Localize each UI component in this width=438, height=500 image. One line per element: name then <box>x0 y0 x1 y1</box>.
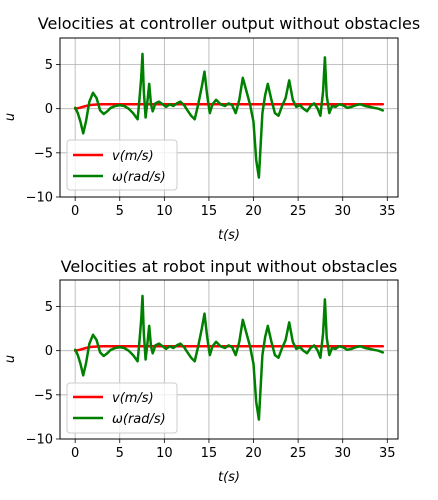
chart-2-legend-label-omega: ω(rad/s) <box>112 412 166 427</box>
x-tick-label: 10 <box>156 446 173 461</box>
chart-1-title: Velocities at controller output without … <box>38 14 420 33</box>
chart-2-x-axis-label: t(s) <box>218 470 240 485</box>
chart-2-legend-box <box>66 382 178 434</box>
chart-1-y-axis-label: u <box>3 113 18 121</box>
y-tick-label: 0 <box>45 102 53 117</box>
x-tick-label: 10 <box>156 204 173 219</box>
x-tick-label: 30 <box>334 446 351 461</box>
y-tick-label: −5 <box>34 146 53 161</box>
chart-2-y-axis-label: u <box>3 355 18 363</box>
chart-1-legend-label-v: v(m/s) <box>112 149 154 164</box>
chart-1-legend-box <box>66 139 178 191</box>
series-line-v <box>73 345 385 352</box>
x-tick-label: 15 <box>201 446 218 461</box>
series-line-v <box>73 103 385 110</box>
x-tick-label: 35 <box>379 204 396 219</box>
chart-1-y-ticks: −10 −5 0 5 <box>26 58 60 206</box>
x-tick-label: 15 <box>201 204 218 219</box>
series-line-omega <box>73 52 385 179</box>
chart-1-x-ticks: 0 5 10 15 20 25 30 35 <box>71 197 396 219</box>
x-tick-label: 35 <box>379 446 396 461</box>
chart-2-series <box>73 294 385 421</box>
chart-1-legend: v(m/s) ω(rad/s) <box>66 139 178 191</box>
y-tick-label: −5 <box>34 388 53 403</box>
x-tick-label: 5 <box>116 204 124 219</box>
chart-1-axes-frame <box>59 37 399 198</box>
series-line-omega <box>73 294 385 421</box>
chart-1-legend-label-omega: ω(rad/s) <box>112 170 166 185</box>
x-tick-label: 20 <box>245 446 262 461</box>
y-tick-label: −10 <box>26 191 53 206</box>
chart-2-legend: v(m/s) ω(rad/s) <box>66 382 178 434</box>
y-tick-label: 0 <box>45 344 53 359</box>
chart-1: Velocities at controller output without … <box>3 14 420 243</box>
x-tick-label: 5 <box>116 446 124 461</box>
x-tick-label: 30 <box>334 204 351 219</box>
y-tick-label: 5 <box>45 300 53 315</box>
chart-2: Velocities at robot input without obstac… <box>3 257 399 485</box>
y-tick-label: 5 <box>45 58 53 73</box>
chart-2-x-ticks: 0 5 10 15 20 25 30 35 <box>71 439 396 461</box>
x-tick-label: 0 <box>71 204 79 219</box>
x-tick-label: 0 <box>71 446 79 461</box>
chart-2-legend-label-v: v(m/s) <box>112 391 154 406</box>
x-tick-label: 25 <box>290 446 307 461</box>
chart-2-title: Velocities at robot input without obstac… <box>61 257 398 276</box>
chart-2-y-ticks: −10 −5 0 5 <box>26 300 60 448</box>
x-tick-label: 25 <box>290 204 307 219</box>
chart-1-series <box>73 52 385 179</box>
x-tick-label: 20 <box>245 204 262 219</box>
chart-1-x-axis-label: t(s) <box>218 228 240 243</box>
chart-2-axes-frame <box>59 279 399 440</box>
y-tick-label: −10 <box>26 433 53 448</box>
